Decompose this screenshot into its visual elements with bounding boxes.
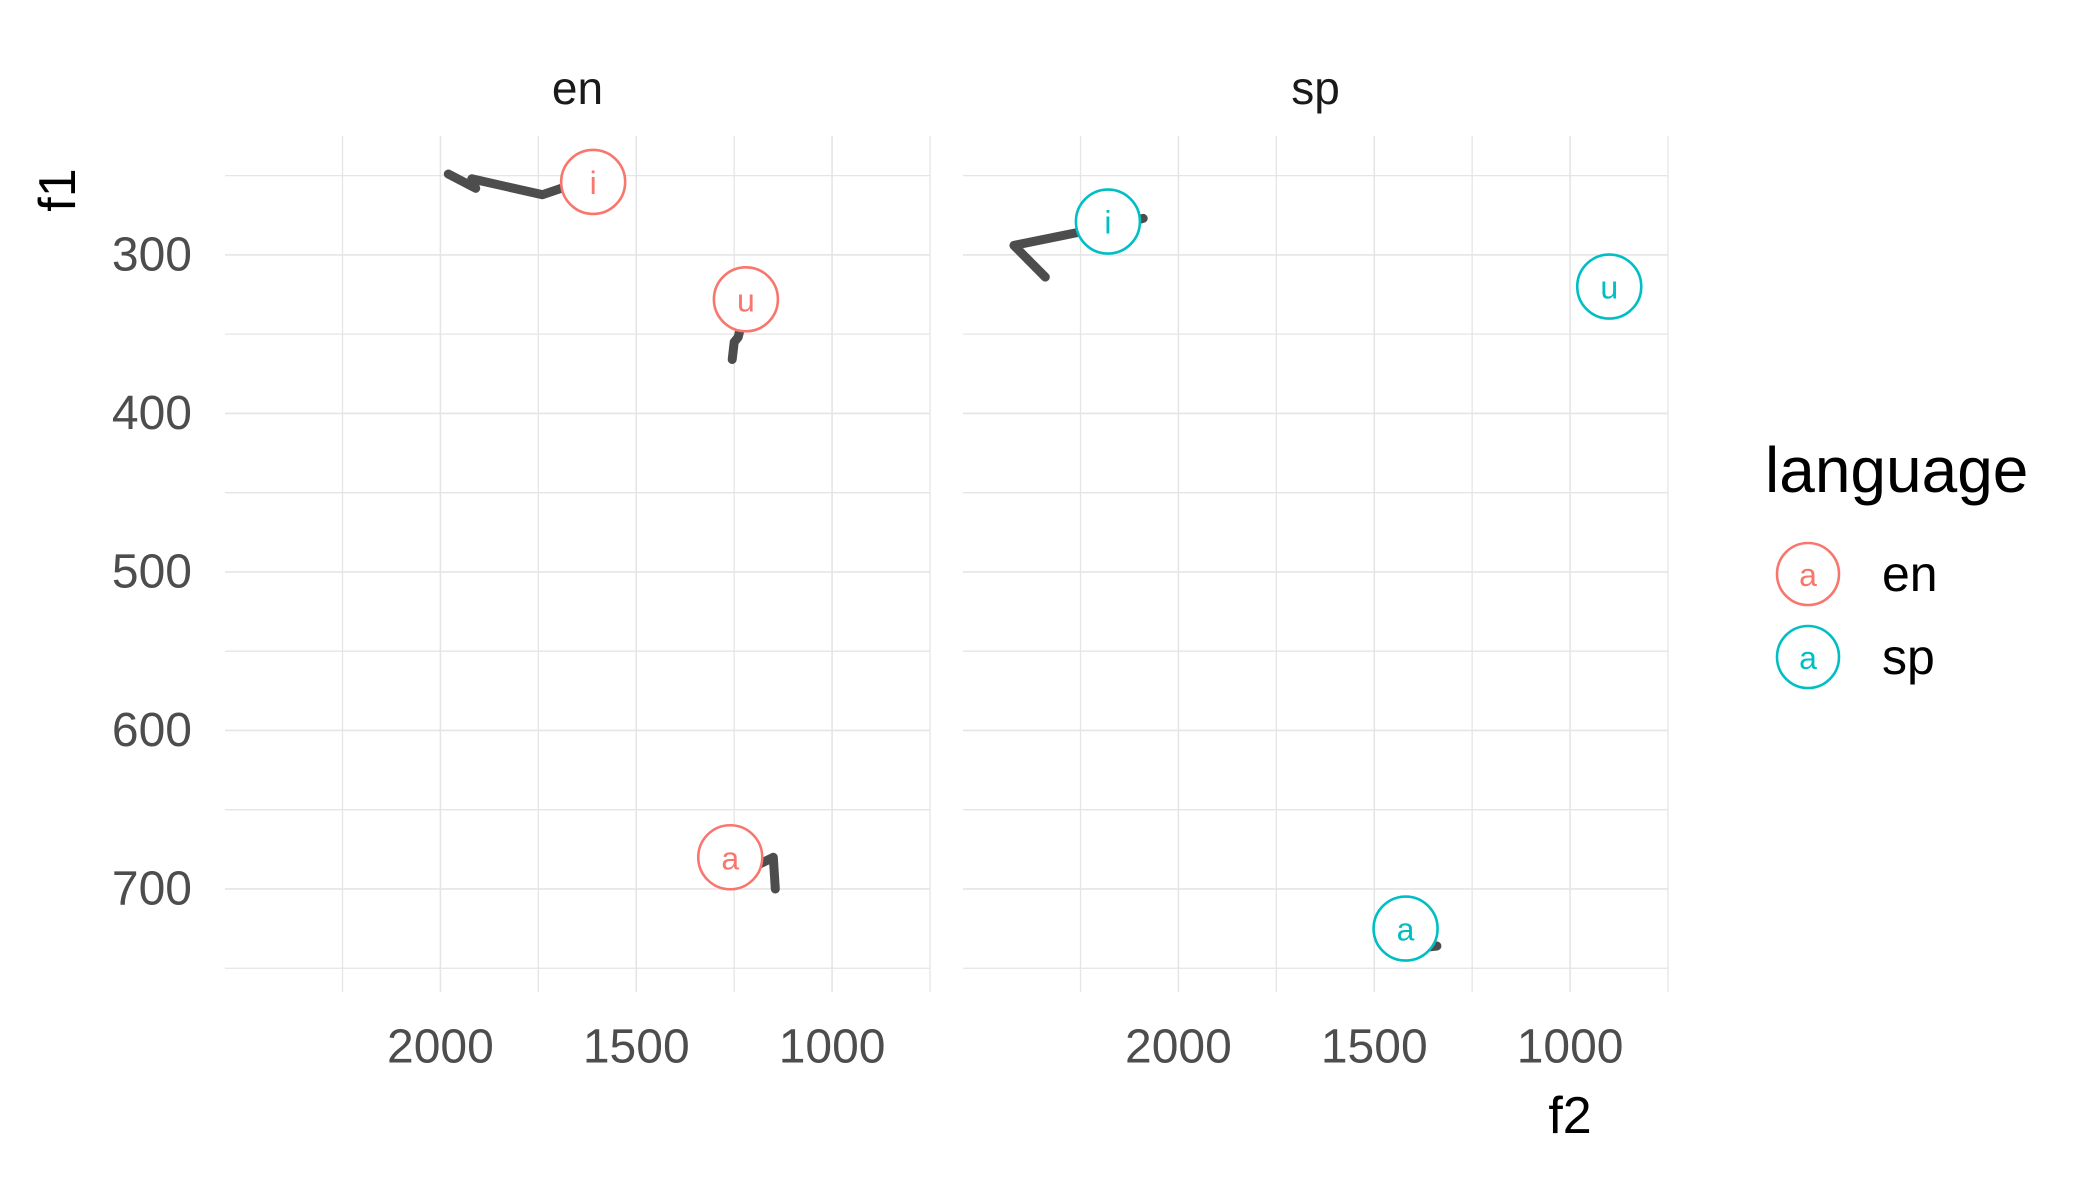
legend-key-label-sp: a bbox=[1799, 640, 1817, 676]
vowel-label-en-i: i bbox=[590, 165, 597, 201]
y-tick-label: 500 bbox=[112, 545, 192, 598]
vowel-marker-en-a bbox=[696, 823, 764, 891]
x-tick-label: 1000 bbox=[1517, 1021, 1624, 1074]
vowel-label-sp-a: a bbox=[1397, 912, 1415, 948]
vowel-marker-en-u bbox=[712, 265, 780, 333]
x-tick-label: 1500 bbox=[583, 1021, 690, 1074]
vowel-marker-en-i bbox=[559, 148, 627, 216]
legend-key-label-en: a bbox=[1799, 557, 1817, 593]
y-tick-label: 300 bbox=[112, 228, 192, 281]
x-tick-label: 1500 bbox=[1321, 1021, 1428, 1074]
vowel-label-sp-u: u bbox=[1600, 270, 1618, 306]
vowel-marker-sp-u bbox=[1575, 253, 1643, 320]
facet-label-sp: sp bbox=[1291, 62, 1340, 114]
x-tick-label: 2000 bbox=[1125, 1021, 1232, 1074]
legend-title: language bbox=[1765, 434, 2028, 506]
legend-entry-sp: sp bbox=[1882, 629, 1935, 685]
vowel-label-sp-i: i bbox=[1104, 205, 1111, 241]
legend-key-sp bbox=[1775, 624, 1841, 690]
y-tick-label: 700 bbox=[112, 862, 192, 915]
y-tick-label: 400 bbox=[112, 387, 192, 440]
legend-entry-en: en bbox=[1882, 546, 1938, 602]
y-axis-title: f1 bbox=[29, 168, 87, 211]
x-axis-title: f2 bbox=[1548, 1087, 1591, 1145]
vowel-marker-sp-a bbox=[1372, 895, 1439, 962]
vowel-label-en-a: a bbox=[721, 840, 739, 876]
x-tick-label: 1000 bbox=[779, 1021, 886, 1074]
facet-label-en: en bbox=[552, 62, 603, 114]
vowel-marker-sp-i bbox=[1074, 188, 1142, 255]
legend-key-en bbox=[1775, 541, 1841, 607]
y-tick-label: 600 bbox=[112, 704, 192, 757]
vowel-label-en-u: u bbox=[737, 282, 755, 318]
x-tick-label: 2000 bbox=[387, 1021, 494, 1074]
